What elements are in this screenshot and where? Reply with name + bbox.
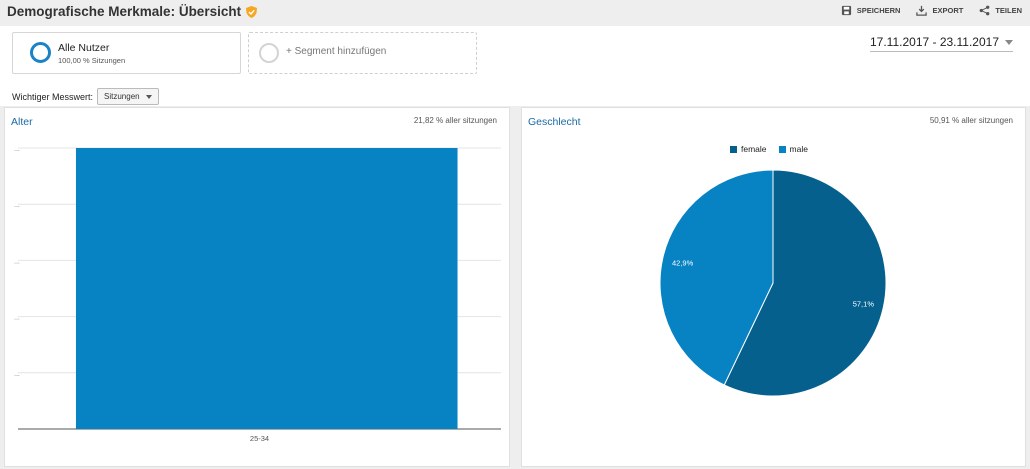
age-panel-title: Alter [11,116,33,128]
pie-label-male: 42,9% [672,259,694,268]
y-tick-label: ... [14,371,20,378]
save-button[interactable]: SPEICHERN [841,5,901,16]
add-segment-button[interactable]: + Segment hinzufügen [248,32,477,74]
y-tick-label: ... [14,146,20,153]
bar-25-34 [75,148,458,429]
page-title: Demografische Merkmale: Übersicht [7,4,258,19]
chevron-down-icon [1005,39,1013,45]
top-bar: Demografische Merkmale: Übersicht SPEICH… [0,0,1030,26]
legend-swatch-male [778,145,786,153]
share-button[interactable]: TEILEN [979,5,1022,16]
gender-panel: Geschlecht 50,91 % aller sitzungen femal… [521,107,1026,467]
segment-bar: Alle Nutzer 100,00 % Sitzungen + Segment… [0,26,1030,106]
export-label: EXPORT [932,6,964,15]
legend-swatch-female [730,145,737,153]
segment-ring-icon [30,42,51,63]
export-button[interactable]: EXPORT [916,5,963,16]
save-label: SPEICHERN [856,6,901,15]
gender-panel-title: Geschlecht [528,116,581,128]
share-icon [979,5,990,16]
gender-legend: female male [730,144,808,154]
y-tick-label: ... [14,315,20,322]
date-range-text: 17.11.2017 - 23.11.2017 [870,35,999,49]
download-icon [916,5,928,16]
legend-label-female: female [741,144,767,154]
key-metric-value: Sitzungen [104,92,140,101]
pie-slice-female [723,169,887,397]
add-segment-label: + Segment hinzufügen [286,46,387,57]
legend-item-male[interactable]: male [778,144,808,154]
y-tick-label: ... [14,202,20,209]
page-title-text: Demografische Merkmale: Übersicht [7,4,242,19]
gender-panel-meta: 50,91 % aller sitzungen [929,116,1013,125]
legend-label-male: male [789,144,808,154]
age-panel-meta: 21,82 % aller sitzungen [413,116,497,125]
key-metric-select[interactable]: Sitzungen [97,88,159,105]
header-actions: SPEICHERN EXPORT TEILEN [841,5,1022,16]
empty-ring-icon [259,43,279,63]
key-metric-label: Wichtiger Messwert: [12,91,94,102]
chevron-down-icon [145,94,152,99]
pie-label-female: 57,1% [853,299,875,308]
age-panel: Alter 21,82 % aller sitzungen ..........… [4,107,510,467]
segment-name: Alle Nutzer [58,42,110,54]
age-bar-chart: ............... 25-34 [14,146,501,443]
verified-shield-icon [246,5,258,18]
date-range-picker[interactable]: 17.11.2017 - 23.11.2017 [870,35,1013,52]
gender-pie-chart: 57,1% 42,9% [659,169,887,397]
share-label: TEILEN [995,6,1022,15]
pie-slice-male [659,169,774,386]
save-icon [841,5,851,16]
x-tick-label: 25-34 [250,434,269,443]
y-tick-label: ... [14,258,20,265]
segment-all-users[interactable]: Alle Nutzer 100,00 % Sitzungen [12,32,241,74]
segment-share: 100,00 % Sitzungen [58,56,126,65]
legend-item-female[interactable]: female [730,144,767,154]
key-metric-row: Wichtiger Messwert: Sitzungen [12,88,159,105]
